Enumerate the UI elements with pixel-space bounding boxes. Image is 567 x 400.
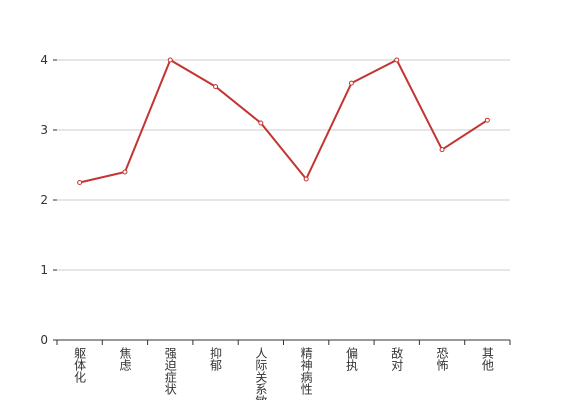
line — [79, 58, 488, 184]
point — [394, 57, 400, 63]
y-tick-label: 1 — [40, 263, 48, 277]
x-tick-label: 偏执 — [344, 346, 358, 372]
point — [484, 117, 490, 123]
point — [258, 120, 264, 126]
point — [77, 180, 83, 185]
x-tick-label: 恐怖 — [435, 347, 449, 371]
point — [167, 57, 173, 63]
x-tick-label: 躯体化 — [73, 346, 87, 384]
x-tick-label: 强迫症状 — [163, 347, 177, 395]
x-tick-label: 精神病性 — [299, 347, 313, 396]
x-tick-label: 焦虑 — [118, 347, 132, 371]
point — [213, 84, 219, 90]
x-tick-label: 抑郁 — [209, 346, 223, 372]
x-tick-label: 人际关系敏感 — [254, 347, 268, 400]
point — [303, 176, 309, 182]
x-tick-label: 敌对 — [390, 346, 404, 371]
x-tick-label: 其他 — [480, 347, 494, 371]
y-tick-label: 3 — [40, 123, 48, 137]
point — [348, 80, 354, 86]
y-tick-label: 0 — [40, 333, 48, 347]
point — [439, 147, 445, 153]
point — [122, 169, 128, 175]
y-tick-label: 2 — [40, 193, 48, 207]
y-tick-label: 4 — [40, 53, 48, 67]
